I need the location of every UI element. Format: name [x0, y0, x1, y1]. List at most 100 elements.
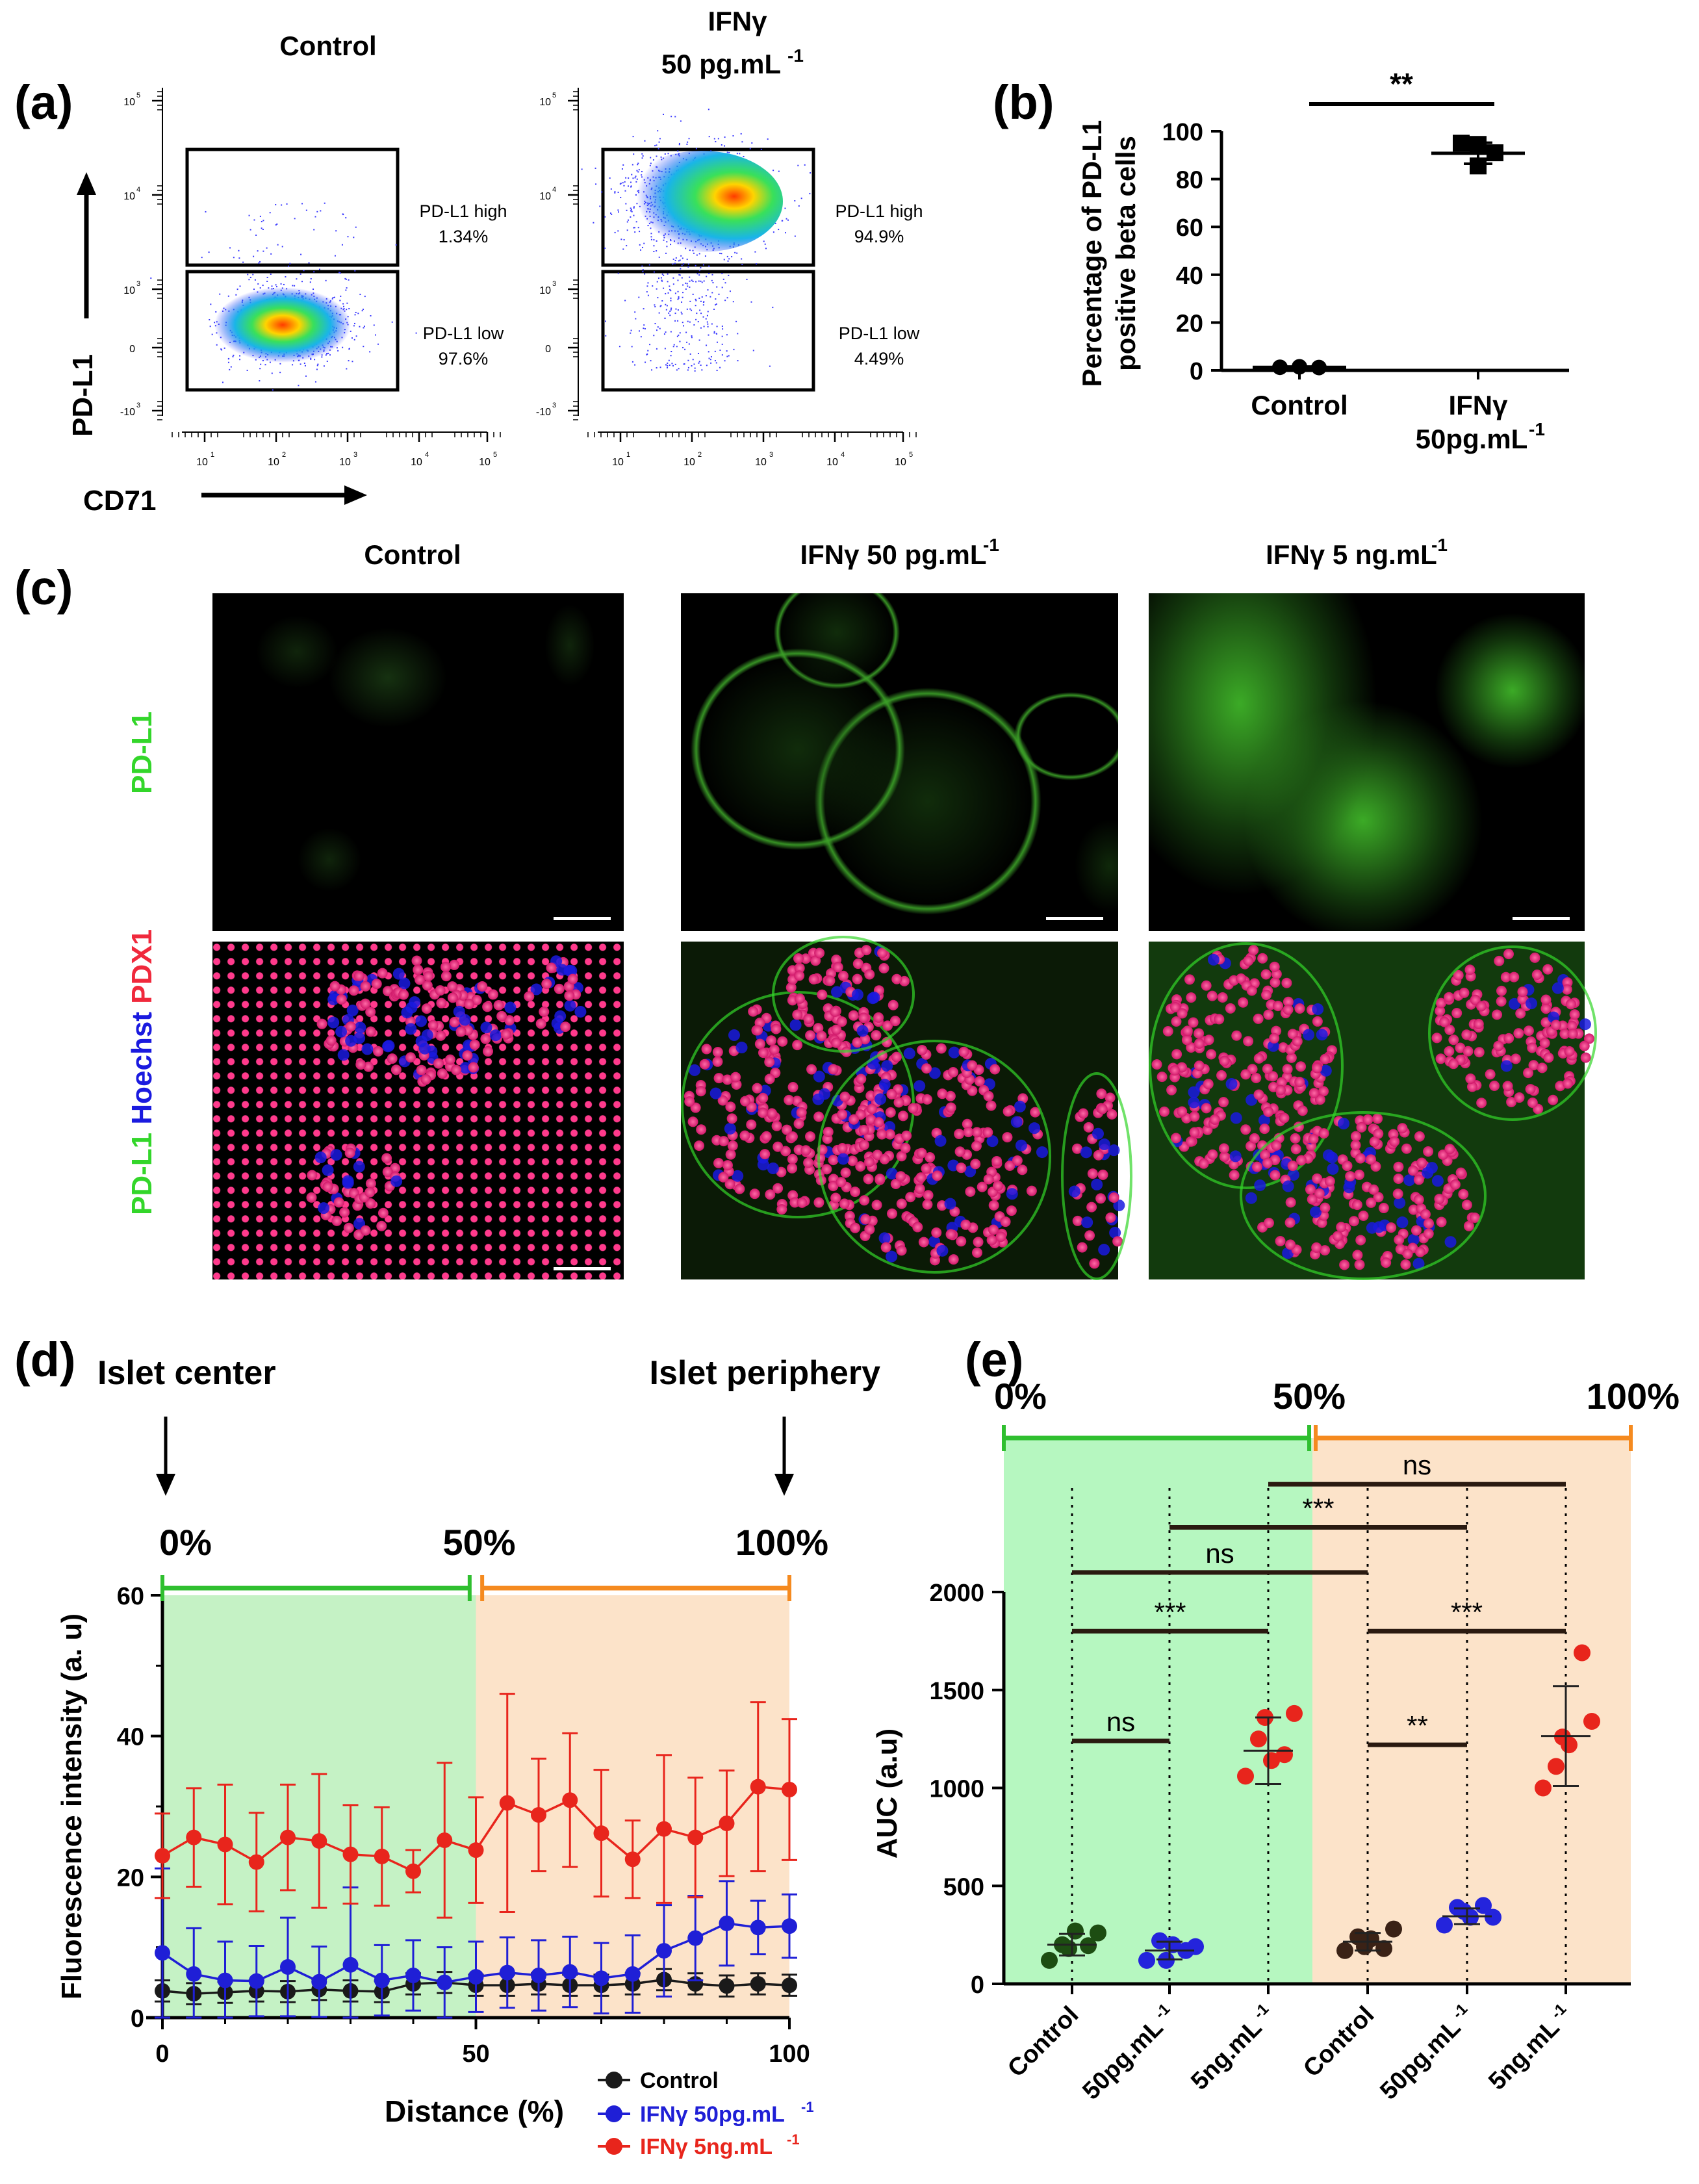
flow-event	[695, 264, 696, 266]
flow-event	[688, 138, 690, 140]
nucleus-pdx1	[1296, 1155, 1307, 1166]
nucleus-hoechst	[330, 1149, 342, 1161]
e-x-tick-base: 50pg.mL	[1077, 2014, 1168, 2105]
flow-event	[682, 346, 684, 348]
d-point	[593, 1970, 609, 1986]
nucleus-pdx1	[1260, 1150, 1271, 1161]
flow-event	[595, 183, 597, 185]
nucleus-pdx1	[948, 1254, 959, 1265]
flow-event	[229, 247, 231, 249]
nucleus-hoechst	[934, 1135, 947, 1147]
e-point	[1475, 1897, 1492, 1914]
flow-event	[279, 363, 281, 365]
nucleus-pdx1	[420, 1074, 431, 1085]
nucleus-pdx1	[1485, 1069, 1496, 1080]
flow-event	[733, 348, 735, 350]
nucleus-pdx1	[1105, 1092, 1116, 1103]
flow-event	[678, 334, 680, 336]
nucleus-pdx1	[504, 1015, 515, 1026]
nucleus-pdx1	[895, 1171, 906, 1182]
nucleus-pdx1	[416, 1064, 427, 1075]
nucleus-pdx1	[1539, 1038, 1550, 1049]
nucleus-hoechst	[322, 1164, 334, 1176]
flow-event	[773, 170, 774, 172]
flow-x-tick-sup: 2	[698, 451, 702, 459]
e-point	[1286, 1704, 1303, 1722]
nucleus-pdx1	[956, 1163, 967, 1174]
nucleus-pdx1	[865, 1114, 876, 1125]
nucleus-pdx1	[1261, 990, 1272, 1001]
flow-event	[786, 218, 787, 220]
flow-event	[221, 349, 223, 351]
nucleus-pdx1	[1269, 961, 1280, 972]
nucleus-pdx1	[773, 1183, 784, 1194]
flow-event	[769, 365, 771, 367]
nucleus-pdx1	[331, 1215, 342, 1226]
nucleus-pdx1	[1229, 1170, 1240, 1181]
nucleus-pdx1	[787, 1082, 798, 1093]
nucleus-hoechst	[405, 1023, 417, 1035]
e-region-label: 50%	[1273, 1376, 1346, 1417]
e-point	[1237, 1767, 1254, 1785]
flow-event	[706, 315, 708, 316]
d-annot-center: Islet center	[97, 1354, 276, 1392]
flow-event	[652, 285, 654, 287]
flow-x-tick-label: 10	[895, 457, 906, 468]
nucleus-pdx1	[1444, 1024, 1455, 1035]
nucleus-pdx1	[1311, 1242, 1322, 1253]
flow-event	[682, 284, 684, 286]
flow-event	[782, 220, 784, 222]
flow-y-tick-sup: 5	[136, 92, 140, 99]
flow-event	[680, 268, 682, 270]
nucleus-pdx1	[1561, 984, 1572, 995]
flow-event	[581, 168, 583, 170]
nucleus-pdx1	[541, 979, 552, 990]
nucleus-pdx1	[1314, 1188, 1325, 1199]
nucleus-pdx1	[1186, 992, 1197, 1003]
flow-event	[732, 301, 734, 303]
nucleus-pdx1	[435, 1030, 446, 1041]
flow-event	[289, 263, 291, 264]
e-point	[1375, 1940, 1392, 1957]
flow-event	[685, 288, 687, 290]
flow-event	[355, 311, 357, 313]
nucleus-pdx1	[896, 1151, 907, 1162]
flow-event	[689, 286, 691, 288]
nucleus-pdx1	[888, 999, 899, 1010]
flow-event	[320, 210, 322, 212]
nucleus-pdx1	[850, 1222, 861, 1233]
d-legend-marker	[606, 2105, 622, 2122]
flow-event	[630, 329, 632, 331]
nucleus-pdx1	[1339, 1259, 1350, 1270]
nucleus-pdx1	[875, 1174, 886, 1185]
nucleus-pdx1	[922, 1199, 933, 1210]
e-point	[1485, 1908, 1501, 1926]
d-x-tick-label: 0	[155, 2040, 169, 2068]
flow-event	[676, 335, 678, 337]
nucleus-pdx1	[765, 1189, 776, 1200]
flow-event	[341, 244, 343, 246]
flow-y-tick-label: 0	[129, 344, 135, 355]
e-comparison-label: ***	[1451, 1597, 1483, 1627]
nucleus-pdx1	[421, 1003, 432, 1014]
nucleus-pdx1	[441, 971, 452, 982]
nucleus-pdx1	[1373, 1192, 1384, 1203]
flow-x-tick-label: 10	[479, 457, 491, 468]
flow-event	[626, 229, 628, 231]
flow-event	[676, 369, 678, 371]
flow-event	[698, 280, 700, 282]
micro-col-title-ifn5ng-sup: -1	[1431, 535, 1448, 555]
nucleus-pdx1	[1461, 1200, 1472, 1211]
flow-event	[351, 361, 353, 363]
nucleus-pdx1	[482, 1001, 493, 1012]
nucleus-pdx1	[876, 1129, 888, 1140]
nucleus-pdx1	[792, 1009, 803, 1020]
flow-event	[605, 335, 607, 337]
nucleus-pdx1	[1096, 1088, 1107, 1099]
nucleus-pdx1	[787, 1131, 798, 1142]
flow-event	[760, 148, 762, 150]
nucleus-pdx1	[1312, 1016, 1323, 1027]
nucleus-pdx1	[306, 1192, 317, 1203]
flow-event	[653, 245, 655, 247]
